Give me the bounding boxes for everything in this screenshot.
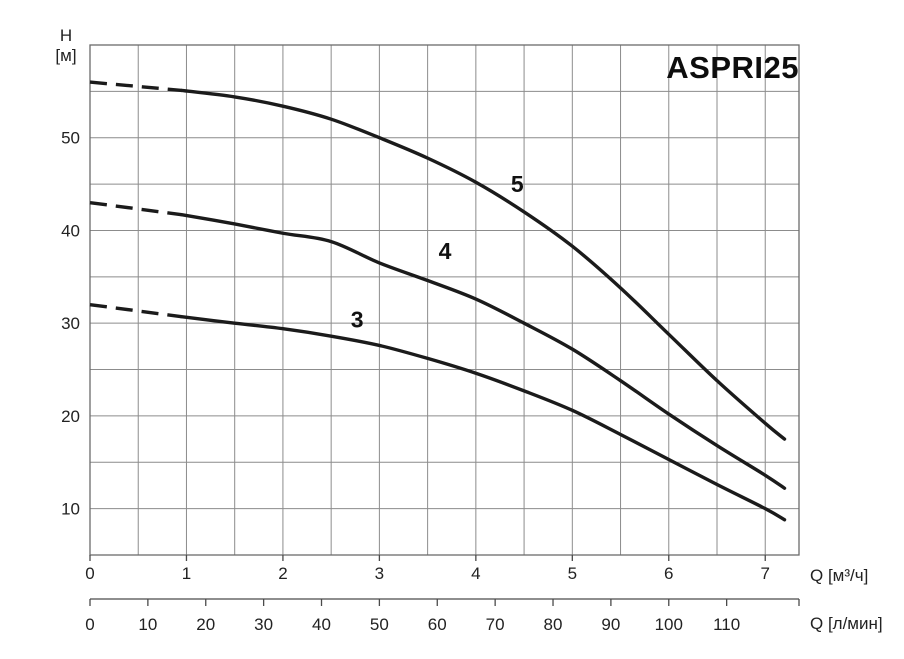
svg-text:0: 0: [85, 615, 94, 634]
chart-title: ASPRI25: [666, 50, 799, 85]
svg-text:0: 0: [85, 564, 94, 583]
svg-text:7: 7: [761, 564, 770, 583]
svg-text:6: 6: [664, 564, 673, 583]
y-axis-symbol: H: [59, 26, 73, 45]
svg-text:5: 5: [511, 171, 524, 197]
svg-text:10: 10: [138, 615, 157, 634]
x-axis-primary-label: Q [м³/ч]: [810, 566, 869, 585]
svg-text:20: 20: [61, 407, 80, 426]
svg-text:20: 20: [196, 615, 215, 634]
svg-text:70: 70: [486, 615, 505, 634]
svg-text:10: 10: [61, 500, 80, 519]
svg-text:50: 50: [370, 615, 389, 634]
svg-text:4: 4: [471, 564, 480, 583]
svg-text:3: 3: [351, 306, 364, 332]
svg-text:60: 60: [428, 615, 447, 634]
svg-text:2: 2: [278, 564, 287, 583]
y-axis-unit: [м]: [55, 46, 77, 65]
svg-text:30: 30: [61, 314, 80, 333]
svg-text:80: 80: [544, 615, 563, 634]
svg-text:90: 90: [601, 615, 620, 634]
svg-text:30: 30: [254, 615, 273, 634]
svg-text:3: 3: [375, 564, 384, 583]
svg-text:110: 110: [713, 615, 740, 634]
x-axis-secondary-label: Q [л/мин]: [810, 614, 883, 633]
svg-text:100: 100: [655, 615, 683, 634]
svg-text:50: 50: [61, 129, 80, 148]
svg-text:4: 4: [439, 238, 452, 264]
svg-text:40: 40: [61, 221, 80, 240]
y-axis-label: H [м]: [42, 26, 90, 66]
svg-text:5: 5: [568, 564, 577, 583]
svg-text:1: 1: [182, 564, 191, 583]
svg-text:40: 40: [312, 615, 331, 634]
